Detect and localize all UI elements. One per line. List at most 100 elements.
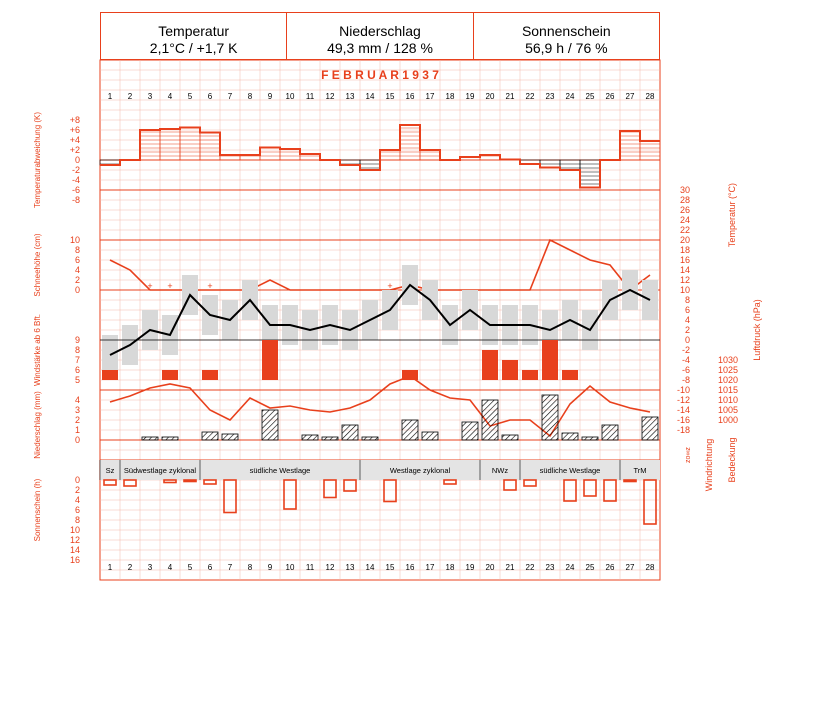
snow-tick: 0 [75,285,80,295]
sun-tick: 16 [70,555,80,565]
day-label-bottom: 20 [486,563,495,572]
anomaly-tick: -2 [72,165,80,175]
day-label-bottom: 27 [626,563,635,572]
day-label-bottom: 11 [306,563,315,572]
day-label-bottom: 6 [208,563,213,572]
pressure-tick: 1010 [718,395,738,405]
anomaly-tick: +8 [70,115,80,125]
pressure-tick: 1020 [718,375,738,385]
snow-marker: + [167,281,172,291]
anomaly-step-line [100,124,660,189]
anomaly-bar [159,128,181,161]
anomaly-bar [559,159,581,171]
sunshine-summary: Sonnenschein 56,9 h / 76 % [474,13,659,59]
sun-tick: 12 [70,535,80,545]
temp-tick: 28 [680,195,690,205]
label-sunshine: Sonnenschein (h) [33,478,42,541]
snow-marker: + [147,281,152,291]
day-label-bottom: 10 [286,563,295,572]
temp-tick: -6 [682,365,690,375]
day-label-top: 13 [346,92,355,101]
precip-bar [421,431,439,441]
temp-tick: -14 [677,405,690,415]
label-wind-dir: Windrichtung [704,439,714,492]
day-label-top: 23 [546,92,555,101]
anomaly-tick: -8 [72,195,80,205]
day-label-top: 28 [646,92,655,101]
day-label-top: 17 [426,92,435,101]
anomaly-bar [359,159,381,171]
precipitation-summary: Niederschlag 49,3 mm / 128 % [287,13,474,59]
precip-bar [201,431,219,441]
anomaly-bar [279,148,301,161]
wind-tick: 5 [75,375,80,385]
day-label-bottom: 19 [466,563,475,572]
anomaly-bar [379,149,401,161]
temp-tick: -2 [682,345,690,355]
wind-bar [162,370,178,380]
wind-bar [542,340,558,380]
weather-type-label: Westlage zyklonal [390,466,451,475]
day-label-top: 14 [366,92,375,101]
snow-tick: 2 [75,275,80,285]
temp-tick: -16 [677,415,690,425]
precip-bar [221,433,239,441]
anomaly-tick: -6 [72,185,80,195]
anomaly-tick: -4 [72,175,80,185]
wind-tick: 6 [75,365,80,375]
day-label-top: 1 [108,92,113,101]
day-label-top: 11 [306,92,315,101]
temp-tick: 12 [680,275,690,285]
anomaly-bar [419,149,441,161]
precipitation-summary-value: 49,3 mm / 128 % [327,40,433,56]
pressure-tick: 1025 [718,365,738,375]
day-label-bottom: 28 [646,563,655,572]
wind-tick: 9 [75,335,80,345]
snow-depth-line [109,238,651,292]
day-label-top: 3 [148,92,153,101]
temp-tick: 30 [680,185,690,195]
label-temp-anomaly: Temperaturabweichung (K) [33,112,42,208]
sunshine-bar [503,479,517,491]
precip-bar [601,424,619,441]
sun-tick: 2 [75,485,80,495]
day-label-bottom: 14 [366,563,375,572]
sunshine-bar [103,479,117,486]
snow-tick: 6 [75,255,80,265]
sun-tick: 4 [75,495,80,505]
anomaly-bar [259,147,281,161]
day-label-top: 27 [626,92,635,101]
day-label-top: 6 [208,92,213,101]
precip-bar [561,432,579,441]
precip-tick: 3 [75,405,80,415]
sun-tick: 6 [75,505,80,515]
snow-marker: + [387,281,392,291]
temp-tick: 20 [680,235,690,245]
day-label-bottom: 25 [586,563,595,572]
sunshine-bar [583,479,597,497]
day-label-bottom: 2 [128,563,133,572]
precip-bar [541,394,559,441]
day-label-top: 20 [486,92,495,101]
day-label-top: 18 [446,92,455,101]
sunshine-bar [343,479,357,492]
day-label-bottom: 1 [108,563,113,572]
day-label-top: 26 [606,92,615,101]
day-label-bottom: 18 [446,563,455,572]
wind-tick: 7 [75,355,80,365]
temp-tick: 10 [680,285,690,295]
day-label-top: 2 [128,92,133,101]
temp-tick: 24 [680,215,690,225]
temp-tick: 6 [685,305,690,315]
anomaly-tick: +2 [70,145,80,155]
temp-tick: 22 [680,225,690,235]
temp-tick: 2 [685,325,690,335]
temperature-line [109,283,651,356]
label-temp-right: Temperatur (°C) [727,183,737,247]
wind-bar [102,370,118,380]
wind-bar [202,370,218,380]
precip-bar [641,416,659,441]
snow-marker: + [207,281,212,291]
day-label-top: 24 [566,92,575,101]
day-label-top: 21 [506,92,515,101]
